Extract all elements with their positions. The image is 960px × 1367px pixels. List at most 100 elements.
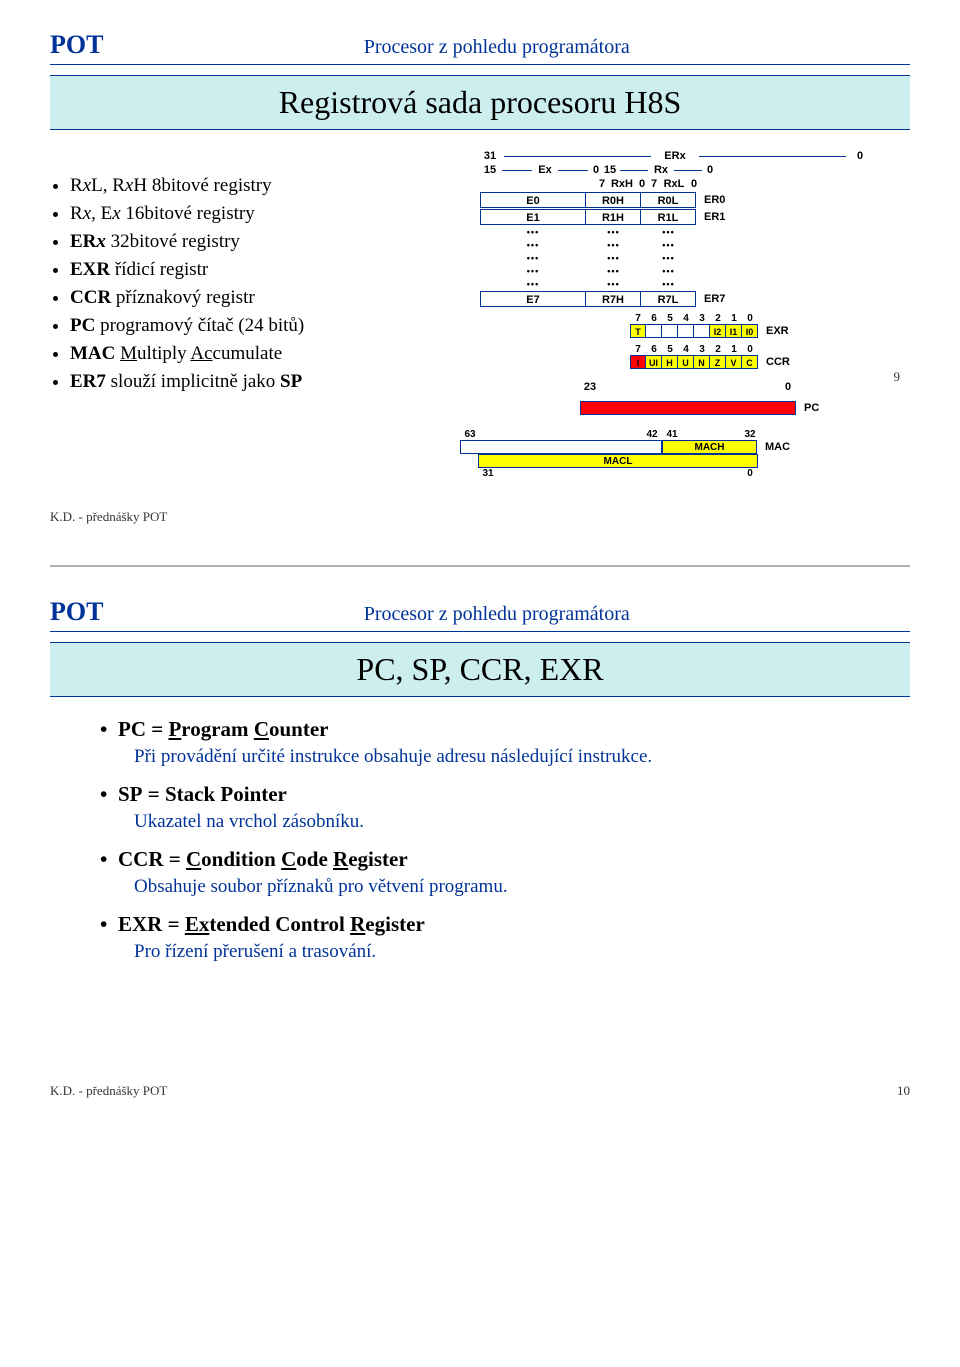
- pc-label: PC: [796, 401, 836, 415]
- e-cell: E7: [480, 291, 586, 307]
- divider: [50, 631, 910, 632]
- bit-num: 3: [694, 344, 710, 355]
- header: POT Procesor z pohledu programátora: [50, 30, 910, 60]
- h-cell: •••: [586, 278, 641, 290]
- pc-box: [580, 401, 796, 415]
- bit-cell: Z: [710, 355, 726, 369]
- bit-num: 4: [678, 344, 694, 355]
- h-cell: R0H: [586, 192, 641, 208]
- h-cell: •••: [586, 239, 641, 251]
- er-row: •••••••••: [480, 265, 910, 277]
- definitions: •PC = Program CounterPři provádění určit…: [100, 717, 910, 963]
- bit-num: 2: [710, 344, 726, 355]
- subtitle: Procesor z pohledu programátora: [364, 603, 630, 626]
- term-desc: Obsahuje soubor příznaků pro větvení pro…: [134, 876, 910, 898]
- bit-num: 0: [742, 313, 758, 324]
- content: RxL, RxH 8bitové registryRx, Ex 16bitové…: [50, 150, 910, 479]
- h-cell: •••: [586, 265, 641, 277]
- h-cell: •••: [586, 252, 641, 264]
- macl-31: 31: [478, 468, 498, 479]
- term-desc: Při provádění určité instrukce obsahuje …: [134, 746, 910, 768]
- bit-num: 6: [646, 344, 662, 355]
- rxl-r: 0: [688, 178, 700, 190]
- ccr-bits: IUIHUNZVCCCR: [630, 355, 910, 369]
- bit-cell: [646, 324, 662, 338]
- er-rows: E0R0HR0LER0E1R1HR1LER1••••••••••••••••••…: [480, 192, 910, 307]
- bullet-item: MAC Multiply Accumulate: [70, 343, 460, 365]
- e-cell: •••: [480, 278, 586, 290]
- rxh-label: RxH: [608, 178, 636, 190]
- bullet-item: ERx 32bitové registry: [70, 231, 460, 253]
- pot-label: POT: [50, 597, 103, 627]
- footer: K.D. - přednášky POT 10: [50, 1083, 910, 1099]
- erx-label: ERx: [655, 150, 695, 162]
- term: •SP = Stack Pointer: [100, 782, 910, 807]
- h-cell: R7H: [586, 291, 641, 307]
- bit-num: 4: [678, 313, 694, 324]
- e-cell: •••: [480, 239, 586, 251]
- bit-num: 1: [726, 344, 742, 355]
- bit-numbers-ccr: 76543210: [630, 344, 910, 355]
- term-desc: Pro řízení přerušení a trasování.: [134, 941, 910, 963]
- term-desc: Ukazatel na vrchol zásobníku.: [134, 811, 910, 833]
- er-row: •••••••••: [480, 226, 910, 238]
- page-number: 9: [894, 369, 901, 385]
- bullet-item: PC programový čítač (24 bitů): [70, 315, 460, 337]
- ex-mid: 0: [590, 164, 602, 176]
- pc-right: 0: [780, 381, 796, 393]
- slide-1: POT Procesor z pohledu programátora Regi…: [0, 0, 960, 565]
- mach-box: MACH: [662, 440, 757, 454]
- rxh-l: 7: [596, 178, 608, 190]
- mac-label: MAC: [757, 440, 790, 454]
- exr-bits: TI2I1I0EXR: [630, 324, 910, 338]
- bit-num: 1: [726, 313, 742, 324]
- l-cell: •••: [641, 239, 696, 251]
- subtitle: Procesor z pohledu programátora: [364, 36, 630, 59]
- rxl-label: RxL: [660, 178, 688, 190]
- slide-title: Registrová sada procesoru H8S: [50, 75, 910, 130]
- mac-42: 42: [642, 429, 662, 440]
- e-cell: •••: [480, 252, 586, 264]
- bit-cell: UI: [646, 355, 662, 369]
- e-cell: •••: [480, 226, 586, 238]
- bullet-item: CCR příznakový registr: [70, 287, 460, 309]
- l-cell: •••: [641, 252, 696, 264]
- bullet-item: EXR řídicí registr: [70, 259, 460, 281]
- slide-2: POT Procesor z pohledu programátora PC, …: [0, 567, 960, 1139]
- bit-cell: [662, 324, 678, 338]
- l-cell: R0L: [641, 192, 696, 208]
- rx-label: Rx: [650, 164, 672, 176]
- bit-num: 3: [694, 313, 710, 324]
- erx-right: 0: [850, 150, 870, 162]
- divider: [50, 64, 910, 65]
- rxl-l: 7: [648, 178, 660, 190]
- bit-num: 0: [742, 344, 758, 355]
- er-row: E1R1HR1LER1: [480, 209, 910, 225]
- macl-0: 0: [742, 468, 758, 479]
- bit-cell: N: [694, 355, 710, 369]
- ex-left: 15: [480, 164, 500, 176]
- bit-num: 5: [662, 313, 678, 324]
- pot-label: POT: [50, 30, 103, 60]
- mac-diagram: 63 42 41 32 MACH MAC MACL: [460, 429, 910, 479]
- macl-box: MACL: [478, 454, 758, 468]
- bullet-list: RxL, RxH 8bitové registryRx, Ex 16bitové…: [50, 169, 460, 460]
- rx-right: 0: [704, 164, 716, 176]
- er-row: E7R7HR7LER7: [480, 291, 910, 307]
- e-cell: E0: [480, 192, 586, 208]
- footer-left: K.D. - přednášky POT: [50, 1083, 167, 1099]
- header: POT Procesor z pohledu programátora: [50, 597, 910, 627]
- footer: K.D. - přednášky POT 9: [50, 509, 910, 525]
- bit-num: 6: [646, 313, 662, 324]
- l-cell: •••: [641, 278, 696, 290]
- bit-cell: I1: [726, 324, 742, 338]
- erx-left: 31: [480, 150, 500, 162]
- er-label: ER0: [696, 194, 736, 206]
- bit-num: 7: [630, 344, 646, 355]
- footer-left: K.D. - přednášky POT: [50, 509, 167, 525]
- h-cell: •••: [586, 226, 641, 238]
- bit-cell: C: [742, 355, 758, 369]
- er-row: E0R0HR0LER0: [480, 192, 910, 208]
- bullet-item: RxL, RxH 8bitové registry: [70, 175, 460, 197]
- mac-32: 32: [740, 429, 760, 440]
